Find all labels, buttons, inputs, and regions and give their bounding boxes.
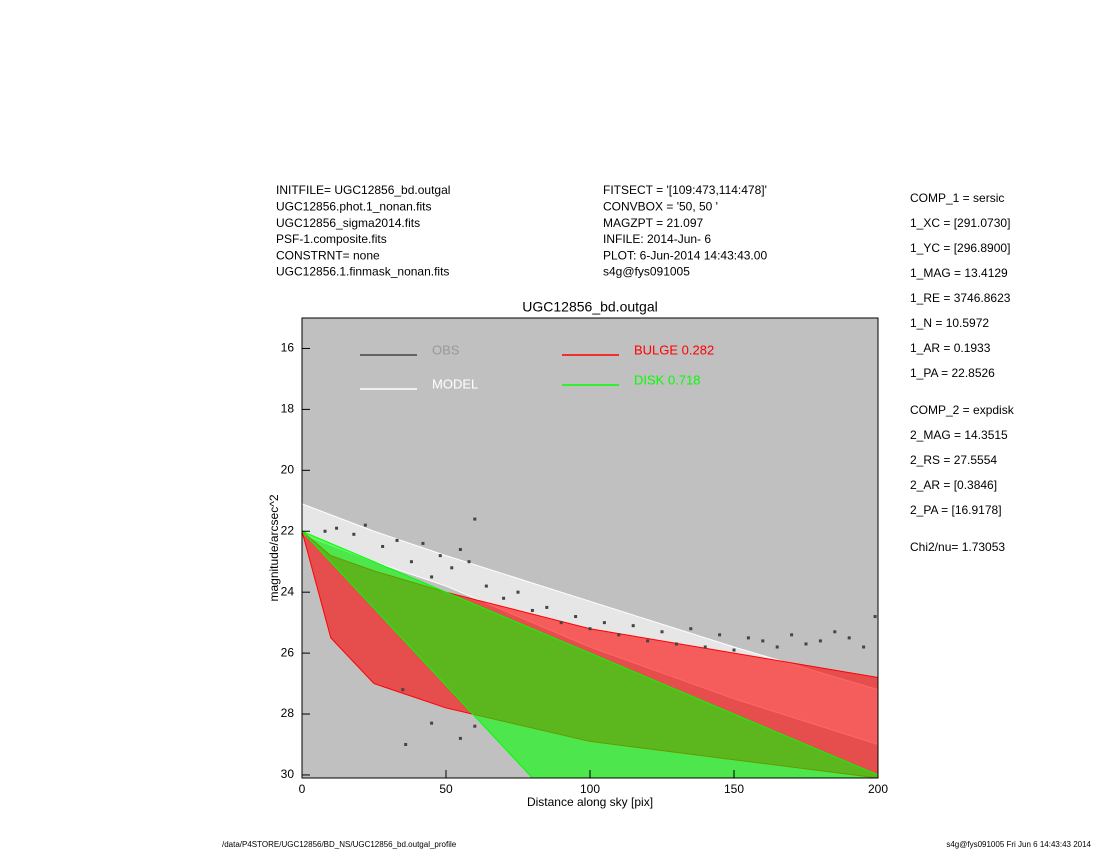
param-info: 1_AR = 0.1933 — [910, 341, 991, 355]
obs-point — [473, 517, 477, 521]
obs-point — [574, 615, 578, 619]
obs-point — [602, 621, 606, 625]
init-info: PSF-1.composite.fits — [276, 232, 387, 246]
x-tick-label: 150 — [724, 782, 744, 796]
x-tick-label: 50 — [439, 782, 453, 796]
init-info: UGC12856.phot.1_nonan.fits — [276, 199, 431, 213]
obs-point — [421, 541, 425, 545]
fit-info: PLOT: 6-Jun-2014 14:43:43.00 — [603, 248, 767, 262]
obs-point — [401, 688, 405, 692]
obs-point — [790, 633, 794, 637]
param-info: 1_MAG = 13.4129 — [910, 266, 1008, 280]
param-info: 2_AR = [0.3846] — [910, 478, 997, 492]
obs-point — [873, 615, 877, 619]
obs-point — [718, 633, 722, 637]
obs-point — [473, 724, 477, 728]
y-tick-label: 30 — [281, 767, 295, 781]
obs-point — [833, 630, 837, 634]
plot-marks — [302, 503, 878, 778]
fit-info: INFILE: 2014-Jun- 6 — [603, 232, 711, 246]
fit-info: s4g@fys091005 — [603, 265, 690, 279]
param-info: 2_RS = 27.5554 — [910, 453, 997, 467]
obs-point — [516, 590, 520, 594]
x-tick-label: 0 — [299, 782, 306, 796]
param-info: 2_PA = [16.9178] — [910, 503, 1002, 517]
obs-point — [646, 639, 650, 643]
param-info: 1_XC = [291.0730] — [910, 216, 1010, 230]
obs-point — [409, 560, 413, 564]
obs-point — [352, 532, 356, 536]
obs-point — [775, 645, 779, 649]
obs-point — [818, 639, 822, 643]
legend-label: BULGE 0.282 — [634, 342, 714, 357]
init-info: UGC12856.1.finmask_nonan.fits — [276, 265, 449, 279]
init-info: UGC12856_sigma2014.fits — [276, 216, 420, 230]
obs-point — [631, 624, 635, 628]
obs-point — [689, 627, 693, 631]
obs-point — [395, 538, 399, 542]
obs-point — [674, 642, 678, 646]
y-tick-label: 22 — [281, 523, 295, 537]
obs-point — [458, 548, 462, 552]
obs-point — [335, 526, 339, 530]
obs-point — [761, 639, 765, 643]
obs-point — [430, 721, 434, 725]
param-info: 1_RE = 3746.8623 — [910, 291, 1011, 305]
obs-point — [703, 645, 707, 649]
param-info: Chi2/nu= 1.73053 — [910, 540, 1005, 554]
x-tick-label: 200 — [868, 782, 888, 796]
footer-left: /data/P4STORE/UGC12856/BD_NS/UGC12856_bd… — [222, 840, 457, 849]
y-tick-label: 18 — [281, 402, 295, 416]
obs-point — [323, 529, 327, 533]
param-info: 1_PA = 22.8526 — [910, 366, 995, 380]
param-info: COMP_2 = expdisk — [910, 403, 1015, 417]
obs-point — [617, 633, 621, 637]
fit-info: FITSECT = '[109:473,114:478]' — [603, 183, 767, 197]
obs-point — [804, 642, 808, 646]
obs-point — [467, 560, 471, 564]
legend-label: DISK 0.718 — [634, 372, 701, 387]
obs-point — [363, 523, 367, 527]
legend-label: OBS — [432, 342, 460, 357]
obs-point — [862, 645, 866, 649]
obs-point — [545, 605, 549, 609]
y-tick-label: 16 — [281, 341, 295, 355]
obs-point — [404, 742, 408, 746]
obs-point — [381, 544, 385, 548]
obs-point — [458, 736, 462, 740]
obs-point — [732, 648, 736, 652]
obs-point — [660, 630, 664, 634]
fit-info: CONVBOX = '50, 50 ' — [603, 199, 718, 213]
model-band — [302, 530, 878, 778]
x-axis-label: Distance along sky [pix] — [527, 795, 653, 809]
param-info: 1_YC = [296.8900] — [910, 241, 1010, 255]
obs-point — [588, 627, 592, 631]
y-tick-label: 26 — [281, 645, 295, 659]
obs-point — [559, 621, 563, 625]
obs-point — [502, 596, 506, 600]
obs-point — [530, 608, 534, 612]
param-info: 1_N = 10.5972 — [910, 316, 989, 330]
chart-title: UGC12856_bd.outgal — [522, 299, 657, 315]
param-info: COMP_1 = sersic — [910, 191, 1004, 205]
legend-label: MODEL — [432, 376, 478, 391]
y-tick-label: 24 — [281, 584, 295, 598]
x-tick-label: 100 — [580, 782, 600, 796]
param-info: 2_MAG = 14.3515 — [910, 428, 1008, 442]
obs-point — [438, 554, 442, 558]
obs-point — [484, 584, 488, 588]
init-info: CONSTRNT= none — [276, 248, 380, 262]
obs-point — [450, 566, 454, 570]
fit-info: MAGZPT = 21.097 — [603, 216, 703, 230]
init-info: INITFILE= UGC12856_bd.outgal — [276, 183, 450, 197]
footer-right: s4g@fys091005 Fri Jun 6 14:43:43 2014 — [946, 840, 1091, 849]
obs-point — [746, 636, 750, 640]
obs-point — [430, 575, 434, 579]
obs-point — [847, 636, 851, 640]
y-tick-label: 28 — [281, 706, 295, 720]
y-axis-label: magnitude/arcsec^2 — [267, 494, 281, 601]
y-tick-label: 20 — [281, 462, 295, 476]
